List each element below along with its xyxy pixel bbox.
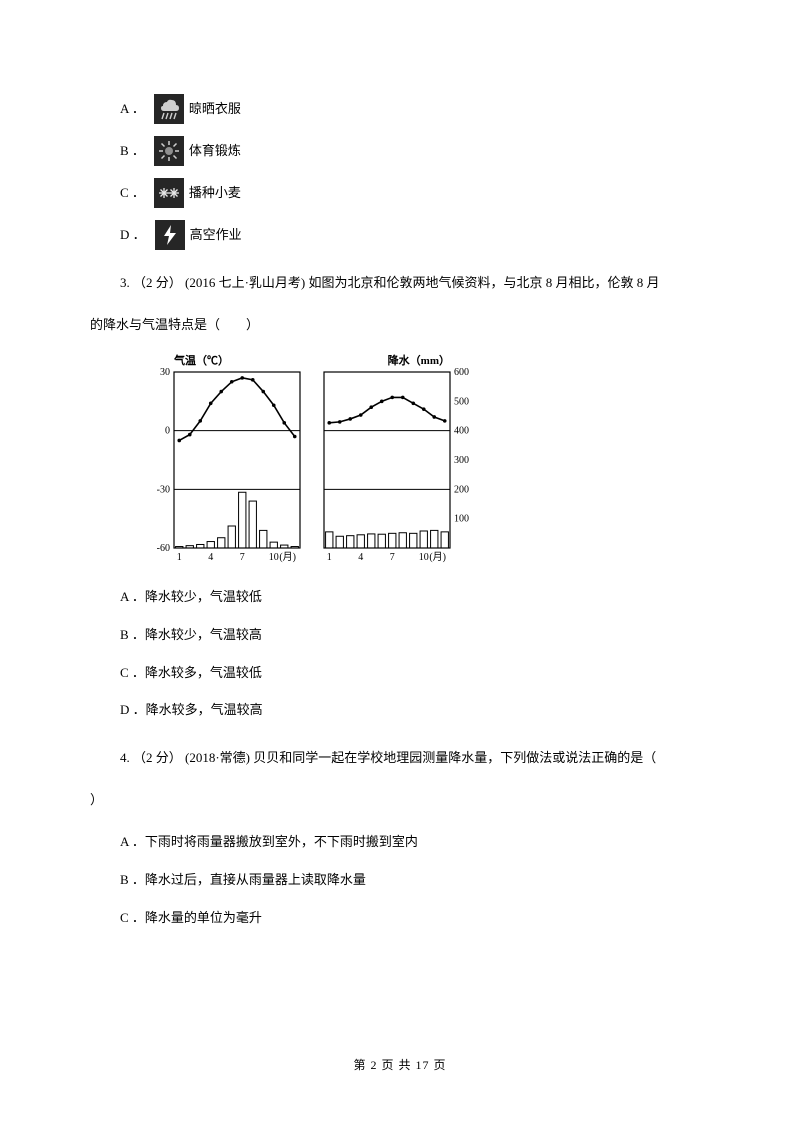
svg-text:气温（℃）: 气温（℃） bbox=[173, 353, 229, 367]
svg-text:4: 4 bbox=[358, 552, 363, 563]
rain-icon bbox=[154, 94, 184, 124]
svg-text:降水（mm）: 降水（mm） bbox=[388, 353, 450, 367]
option-text: 晾晒衣服 bbox=[189, 94, 241, 124]
q3-option-b: B ．降水较少，气温较高 bbox=[120, 620, 710, 650]
svg-text:30: 30 bbox=[160, 367, 170, 378]
snow-icon bbox=[154, 178, 184, 208]
q2-option-d: D ． 高空作业 bbox=[120, 220, 710, 250]
svg-text:600: 600 bbox=[454, 367, 469, 378]
option-letter: A ． bbox=[120, 94, 145, 124]
svg-text:7: 7 bbox=[390, 552, 395, 563]
svg-text:0: 0 bbox=[165, 425, 170, 436]
q3-option-c: C ．降水较多，气温较低 bbox=[120, 658, 710, 688]
q4-stem-line1: 4. （2 分） (2018·常德) 贝贝和同学一起在学校地理园测量降水量，下列… bbox=[120, 743, 710, 773]
q2-option-a: A ． 晾晒衣服 bbox=[120, 94, 710, 124]
lightning-icon bbox=[155, 220, 185, 250]
q4-option-b: B ．降水过后，直接从雨量器上读取降水量 bbox=[120, 865, 710, 895]
q2-option-b: B ． 体育锻炼 bbox=[120, 136, 710, 166]
svg-text:-60: -60 bbox=[157, 543, 170, 554]
page-footer: 第 2 页 共 17 页 bbox=[0, 1052, 800, 1080]
svg-text:200: 200 bbox=[454, 484, 469, 495]
option-text: 播种小麦 bbox=[189, 178, 241, 208]
svg-text:1: 1 bbox=[177, 552, 182, 563]
svg-text:10: 10 bbox=[269, 552, 279, 563]
svg-text:500: 500 bbox=[454, 396, 469, 407]
svg-text:-30: -30 bbox=[157, 484, 170, 495]
svg-text:400: 400 bbox=[454, 425, 469, 436]
q3-stem-line2: 的降水与气温特点是（ ） bbox=[90, 310, 710, 340]
svg-text:10: 10 bbox=[419, 552, 429, 563]
q3-climate-chart: 气温（℃）降水（mm）-60-3003014710(月)100200300400… bbox=[138, 352, 710, 572]
option-letter: B ． bbox=[120, 136, 145, 166]
option-text: 高空作业 bbox=[190, 220, 242, 250]
option-letter: C ． bbox=[120, 178, 145, 208]
svg-text:100: 100 bbox=[454, 513, 469, 524]
q4-option-a: A ．下雨时将雨量器搬放到室外，不下雨时搬到室内 bbox=[120, 827, 710, 857]
option-letter: D ． bbox=[120, 220, 146, 250]
q2-option-c: C ． 播种小麦 bbox=[120, 178, 710, 208]
q3-stem-line1: 3. （2 分） (2016 七上·乳山月考) 如图为北京和伦敦两地气候资料，与… bbox=[120, 268, 710, 298]
q3-option-a: A ．降水较少，气温较低 bbox=[120, 582, 710, 612]
sun-icon bbox=[154, 136, 184, 166]
svg-text:4: 4 bbox=[208, 552, 213, 563]
svg-text:300: 300 bbox=[454, 455, 469, 466]
q4-stem-line2: ） bbox=[90, 785, 710, 815]
svg-text:(月): (月) bbox=[279, 551, 296, 563]
svg-text:7: 7 bbox=[240, 552, 245, 563]
q4-option-c: C ．降水量的单位为毫升 bbox=[120, 903, 710, 933]
option-text: 体育锻炼 bbox=[189, 136, 241, 166]
svg-text:(月): (月) bbox=[429, 551, 446, 563]
q3-option-d: D ．降水较多，气温较高 bbox=[120, 695, 710, 725]
svg-text:1: 1 bbox=[327, 552, 332, 563]
